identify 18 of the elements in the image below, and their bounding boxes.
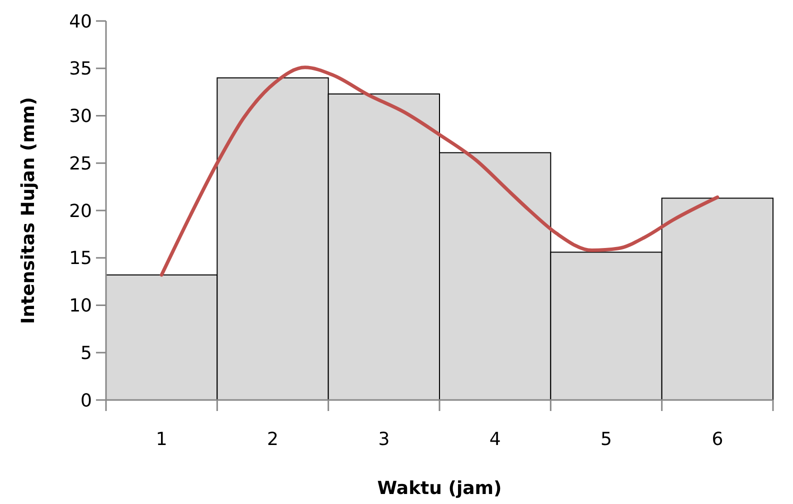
y-tick-label: 15 bbox=[69, 248, 92, 270]
line-series bbox=[160, 66, 720, 277]
x-axis-title: Waktu (jam) bbox=[377, 478, 502, 499]
x-tick-label: 1 bbox=[156, 429, 168, 450]
x-tick-label: 2 bbox=[267, 429, 278, 450]
y-axis-title: Intensitas Hujan (mm) bbox=[18, 97, 39, 324]
x-tick-label: 4 bbox=[489, 429, 501, 450]
y-tick-label: 30 bbox=[69, 106, 92, 128]
x-tick-label: 3 bbox=[378, 429, 390, 450]
y-tick-label: 20 bbox=[69, 200, 92, 222]
y-tick-label: 40 bbox=[69, 11, 92, 32]
y-tick-label: 25 bbox=[69, 153, 92, 174]
x-tick-label: 6 bbox=[712, 429, 724, 450]
y-tick-label: 35 bbox=[69, 58, 92, 80]
x-tick-label: 5 bbox=[600, 429, 612, 450]
y-tick-label: 10 bbox=[69, 296, 92, 317]
y-tick-label: 5 bbox=[80, 342, 92, 364]
y-tick-label: 0 bbox=[80, 390, 92, 412]
